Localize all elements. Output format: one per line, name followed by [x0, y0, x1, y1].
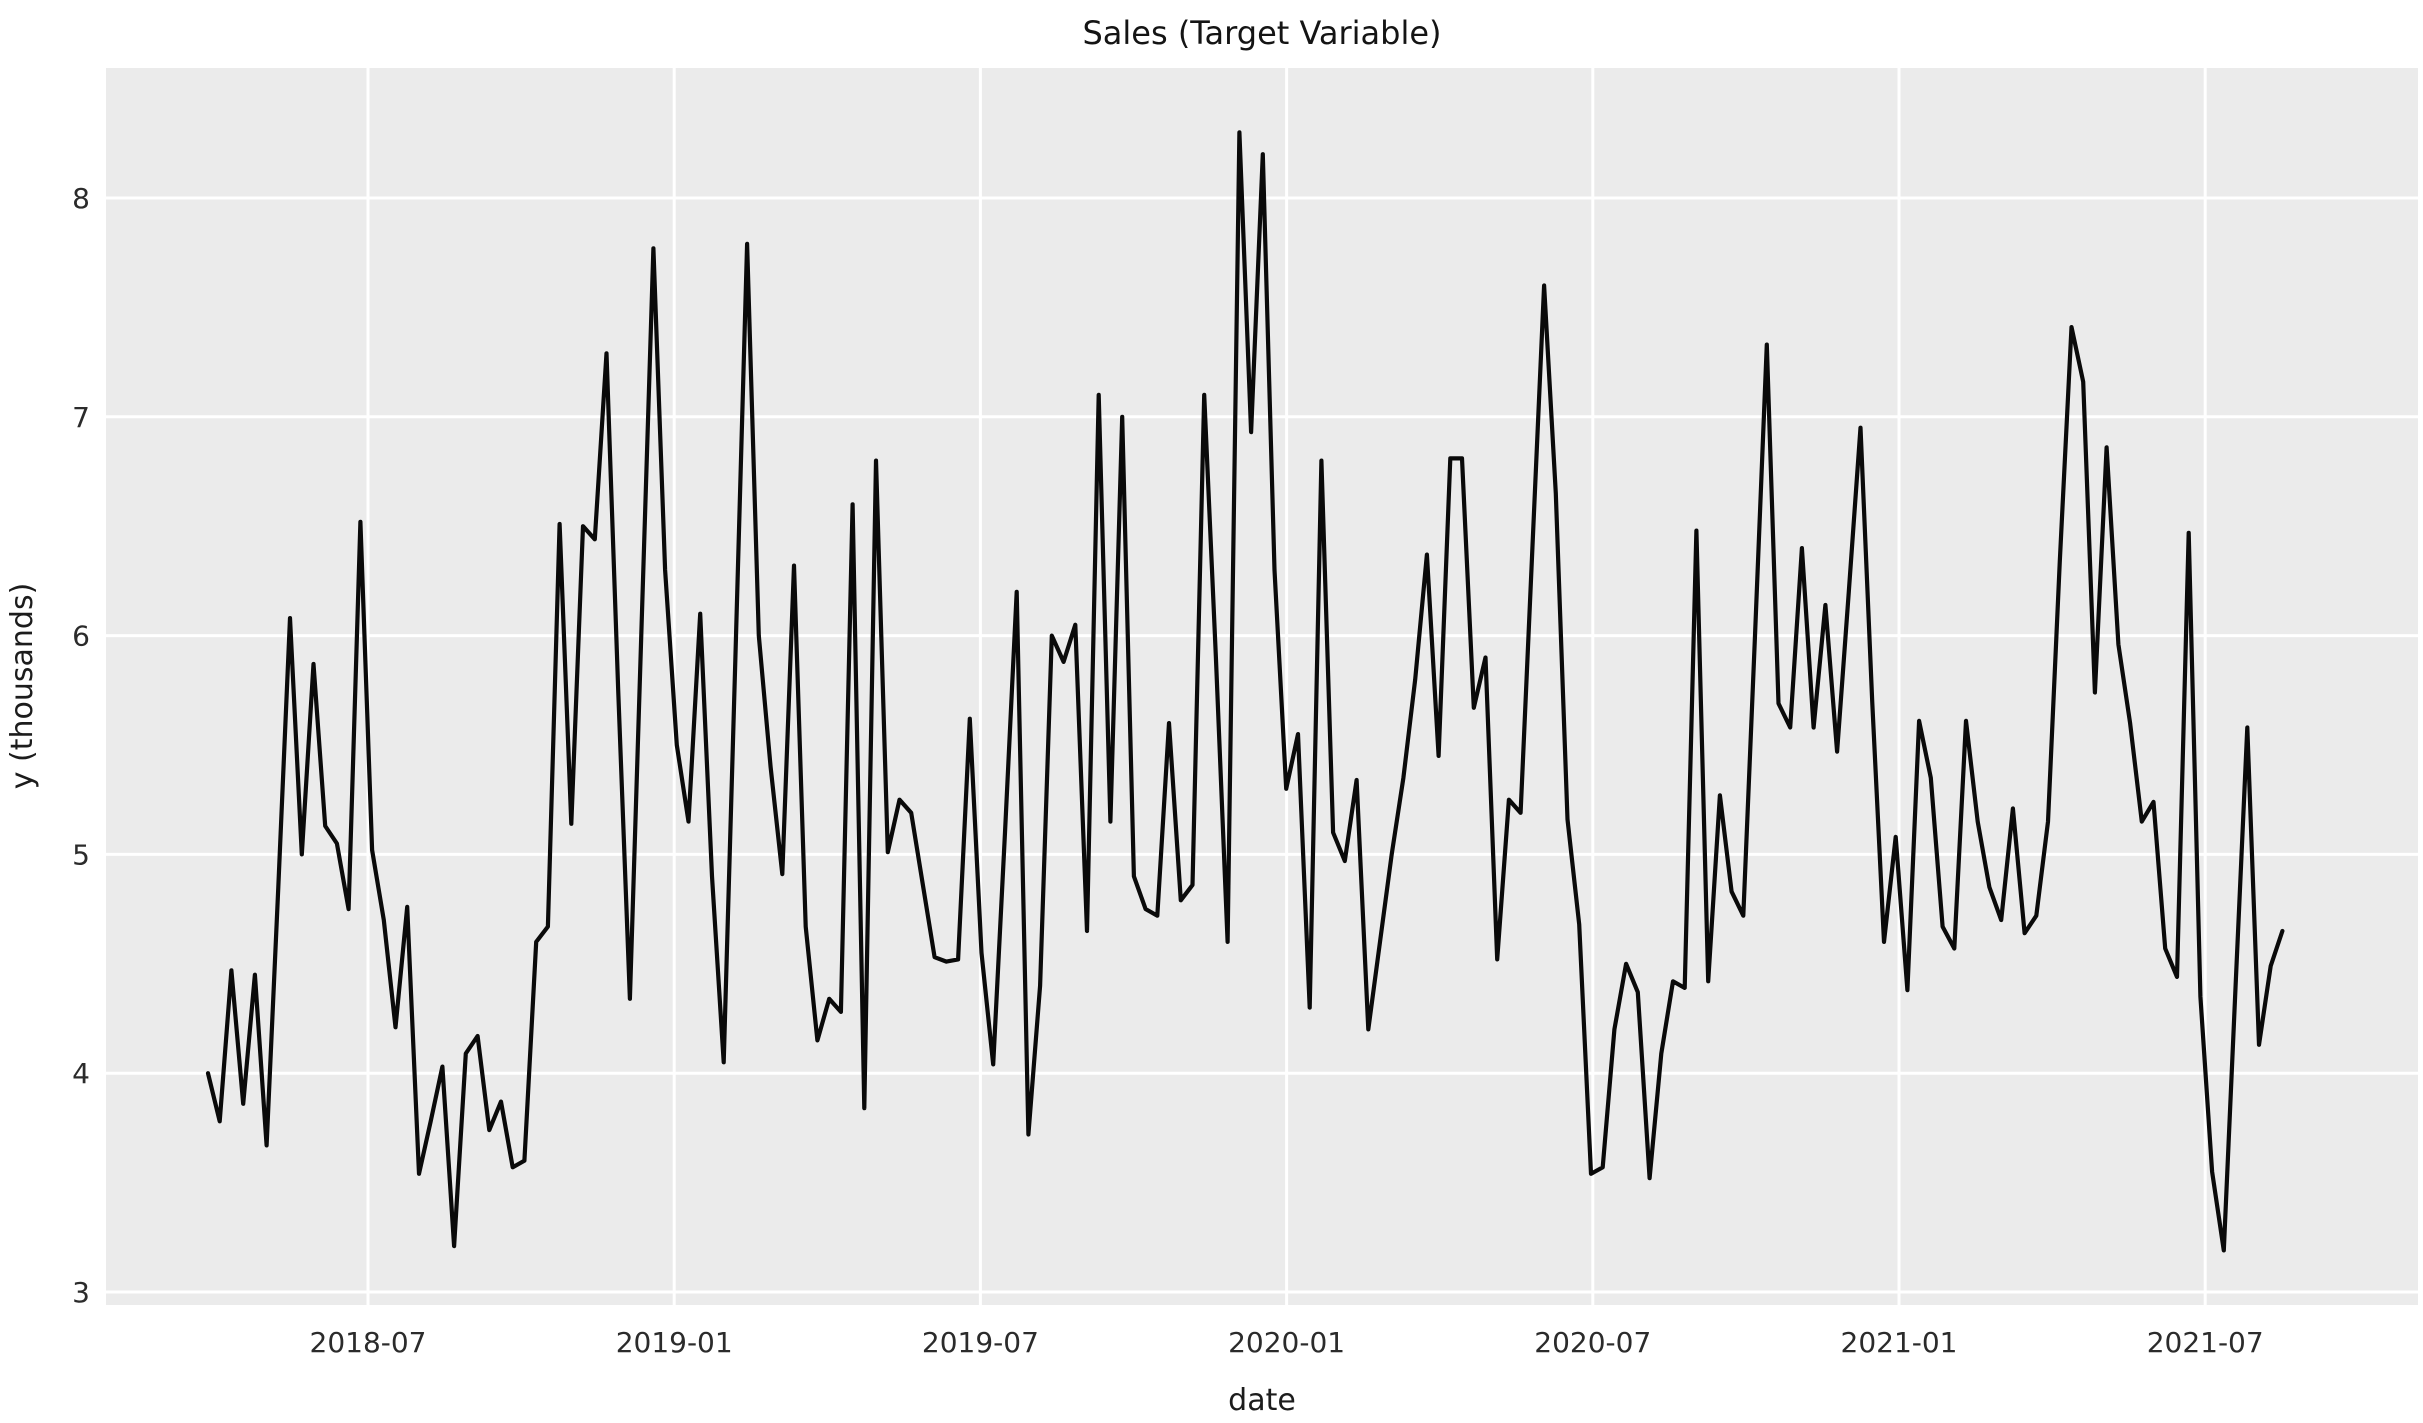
- y-axis-label: y (thousands): [5, 583, 40, 790]
- plot-area: [106, 68, 2418, 1305]
- x-tick-label: 2021-01: [1841, 1326, 1958, 1359]
- y-tick-label: 6: [72, 620, 90, 653]
- x-tick-label: 2019-07: [922, 1326, 1039, 1359]
- x-tick-label: 2018-07: [310, 1326, 427, 1359]
- y-tick-label: 7: [72, 401, 90, 434]
- x-tick-label: 2020-07: [1534, 1326, 1651, 1359]
- x-tick-label: 2020-01: [1228, 1326, 1345, 1359]
- y-tick-label: 4: [72, 1057, 90, 1090]
- x-tick-label: 2019-01: [616, 1326, 733, 1359]
- x-axis-ticks: 2018-07 2019-01 2019-07 2020-01 2020-07 2021-…: [310, 1326, 2264, 1359]
- y-tick-label: 8: [72, 182, 90, 215]
- x-tick-label: 2021-07: [2147, 1326, 2264, 1359]
- sales-line: [205, 130, 2285, 1253]
- y-axis-ticks: 3 4 5 6 7 8: [72, 182, 90, 1309]
- y-tick-label: 3: [72, 1276, 90, 1309]
- y-tick-label: 5: [72, 838, 90, 871]
- x-axis-label: date: [1228, 1383, 1296, 1418]
- chart-title: Sales (Target Variable): [1082, 14, 1441, 52]
